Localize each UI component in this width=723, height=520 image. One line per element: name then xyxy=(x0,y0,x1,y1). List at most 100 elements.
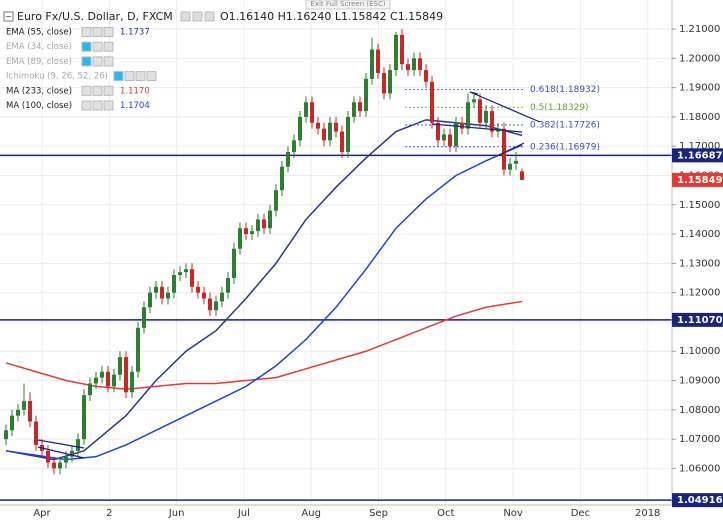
price-label-box xyxy=(672,493,723,508)
candle-body xyxy=(316,122,320,129)
candle-body xyxy=(76,439,80,451)
y-tick-label: 1.17000 xyxy=(679,141,720,152)
candle-body xyxy=(376,49,380,73)
legend-icon[interactable] xyxy=(92,56,103,67)
legend-icon[interactable] xyxy=(103,41,114,52)
price-axis: 1.06000 1.07000 1.08000 1.09000 1.10000 1.110… xyxy=(672,24,723,508)
candle-body xyxy=(124,357,128,393)
last-price-label: 1.15849 xyxy=(677,175,723,186)
candle-body xyxy=(484,111,488,123)
x-tick-label: Jul xyxy=(237,508,250,519)
legend-icon[interactable] xyxy=(92,27,103,37)
legend-icon[interactable] xyxy=(81,27,92,37)
icon[interactable] xyxy=(204,11,215,22)
legend-value: 1.1170 xyxy=(120,86,150,96)
icon[interactable] xyxy=(192,11,203,22)
collapse-icon[interactable] xyxy=(3,11,14,22)
trendlines xyxy=(37,91,541,459)
y-tick-label: 1.21000 xyxy=(679,24,720,35)
legend-icon[interactable] xyxy=(81,100,92,111)
candle-body xyxy=(220,292,224,302)
candle-body xyxy=(94,377,98,384)
candle-body xyxy=(382,72,386,94)
candle-body xyxy=(292,140,296,153)
candle-body xyxy=(178,272,182,276)
candle-body xyxy=(388,70,392,94)
candle-body xyxy=(202,292,206,299)
legend-icon[interactable] xyxy=(146,71,157,82)
moving-average-line xyxy=(5,119,523,461)
legend-icon[interactable] xyxy=(103,100,114,111)
candle-body xyxy=(16,409,20,416)
y-tick-label: 1.07000 xyxy=(679,434,720,445)
candle-body xyxy=(112,374,116,387)
y-tick-label: 1.08000 xyxy=(679,405,720,416)
candle-body xyxy=(262,219,266,229)
candle-body xyxy=(88,383,92,396)
candle-body xyxy=(400,34,404,65)
legend-name: EMA (89, close) xyxy=(6,57,72,67)
candle-body xyxy=(34,421,38,445)
legend-icon[interactable] xyxy=(113,71,124,82)
candle-body xyxy=(502,128,506,170)
candle-body xyxy=(28,401,32,422)
y-tick-label: 1.19000 xyxy=(679,83,720,94)
symbol-title: Euro Fx/U.S. Dollar, D, FXCM xyxy=(17,10,173,23)
candle-body xyxy=(136,327,140,372)
candle-body xyxy=(142,307,146,328)
candle-body xyxy=(280,166,284,191)
legend-icon[interactable] xyxy=(103,27,114,37)
candle-body xyxy=(100,371,104,378)
legend-icon[interactable] xyxy=(103,85,114,96)
price-label-box xyxy=(672,148,723,163)
candle-body xyxy=(358,102,362,112)
candle-body xyxy=(268,210,272,229)
candle-body xyxy=(172,275,176,293)
candle-body xyxy=(364,78,368,112)
y-tick-label: 1.06000 xyxy=(679,463,720,474)
exit-fullscreen-label[interactable]: Exit Full Screen (ESC) xyxy=(310,0,385,8)
header-icons xyxy=(180,11,215,22)
legend-icon[interactable] xyxy=(92,100,103,111)
candle-body xyxy=(46,450,50,463)
candle-body xyxy=(340,131,344,153)
candle-body xyxy=(436,122,440,141)
trendline xyxy=(496,142,525,157)
icon[interactable] xyxy=(180,11,191,22)
candle-body xyxy=(352,102,356,117)
x-tick-label: Apr xyxy=(33,508,51,519)
candle-body xyxy=(346,116,350,153)
plot: 0.618(1.18932) 0.5(1.18329) 0.382(1.17726)… xyxy=(0,29,672,501)
y-tick-label: 1.20000 xyxy=(679,53,720,64)
legend-icon[interactable] xyxy=(92,41,103,52)
exit-fullscreen-button[interactable] xyxy=(305,0,391,10)
candle-body xyxy=(244,228,248,235)
candle-body xyxy=(394,34,398,71)
legend-icon[interactable] xyxy=(135,71,146,82)
legend-icon[interactable] xyxy=(103,56,114,67)
candle-body xyxy=(412,58,416,71)
candle-body xyxy=(190,269,194,287)
trendline xyxy=(469,91,541,123)
y-tick-label: 1.15000 xyxy=(679,200,720,211)
candle-body xyxy=(406,64,410,71)
legend-icon[interactable] xyxy=(81,56,92,67)
price-label: 1.11070 xyxy=(677,315,723,326)
trendline xyxy=(37,446,85,459)
trendline xyxy=(37,439,85,449)
candle-body xyxy=(310,102,314,123)
legend-icon[interactable] xyxy=(92,85,103,96)
candle-body xyxy=(130,371,134,393)
legend-icon[interactable] xyxy=(81,41,92,52)
price-label: 1.04916 xyxy=(677,495,723,506)
legend-icon[interactable] xyxy=(124,71,135,82)
candle-body xyxy=(154,286,158,293)
candle-body xyxy=(214,301,218,311)
legend-name: EMA (34, close) xyxy=(6,42,72,52)
candle-body xyxy=(490,111,494,132)
legend-value: 1.1737 xyxy=(120,28,150,38)
legend-icon[interactable] xyxy=(81,85,92,96)
candle-body xyxy=(58,462,62,469)
